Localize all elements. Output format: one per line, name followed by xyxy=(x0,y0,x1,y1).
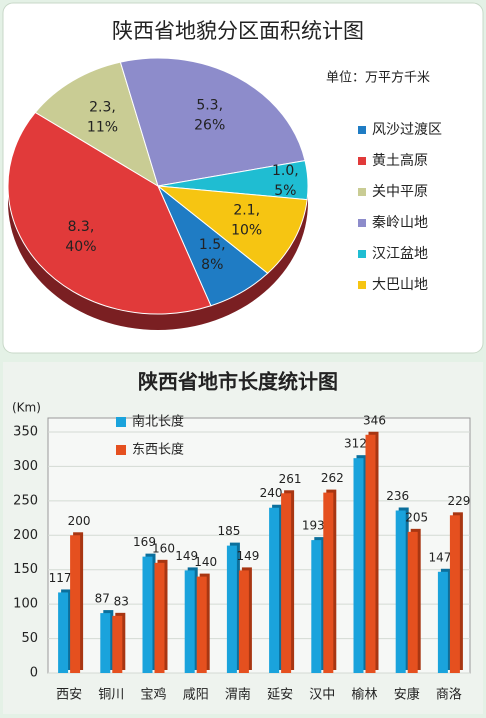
x-tick-label: 商洛 xyxy=(436,688,462,703)
bar-value-label: 87 xyxy=(95,592,110,606)
bar-value-label: 236 xyxy=(386,489,409,503)
bar-value-label: 149 xyxy=(175,549,198,563)
bar xyxy=(353,458,364,673)
pie-slice xyxy=(156,185,308,274)
bar xyxy=(437,571,448,673)
chart-title: 陕西省地貌分区面积统计图 xyxy=(112,19,364,43)
bar xyxy=(100,613,111,673)
x-tick-label: 渭南 xyxy=(225,687,251,703)
legend-swatch xyxy=(358,126,366,134)
x-tick-label: 榆林 xyxy=(351,688,377,703)
y-tick-label: 0 xyxy=(30,666,38,681)
legend-swatch xyxy=(358,219,366,227)
chart-title: 陕西省地市长度统计图 xyxy=(138,370,338,394)
bar xyxy=(269,507,280,673)
bar-value-label: 185 xyxy=(217,524,240,538)
bar xyxy=(395,510,406,673)
unit-label: 单位：万平方千米 xyxy=(326,70,430,86)
y-axis-label: (Km) xyxy=(12,401,41,415)
legend-swatch xyxy=(358,188,366,196)
y-tick-label: 150 xyxy=(13,562,38,577)
bar-value-label: 149 xyxy=(236,549,259,563)
bar xyxy=(323,492,334,673)
x-tick-label: 汉中 xyxy=(309,688,335,703)
legend-label: 关中平原 xyxy=(372,184,428,200)
legend-swatch xyxy=(358,281,366,289)
bar-value-label: 147 xyxy=(428,550,451,564)
bar-value-label: 205 xyxy=(405,510,428,524)
slice-percent-label: 5% xyxy=(274,183,296,199)
slice-percent-label: 8% xyxy=(201,257,223,273)
legend-swatch xyxy=(358,157,366,165)
slice-percent-label: 26% xyxy=(194,117,225,133)
y-tick-label: 50 xyxy=(21,631,38,646)
slice-percent-label: 11% xyxy=(87,120,118,136)
bar-value-label: 346 xyxy=(363,413,386,427)
y-tick-label: 250 xyxy=(13,493,38,508)
bar xyxy=(142,556,153,673)
pie-slice xyxy=(119,57,306,187)
bar xyxy=(238,570,249,673)
bar xyxy=(184,570,195,673)
legend-label: 汉江盆地 xyxy=(372,246,428,262)
bar xyxy=(449,515,460,673)
slice-percent-label: 10% xyxy=(231,223,262,239)
legend-label: 黄土高原 xyxy=(372,152,428,169)
slice-value-label: 5.3, xyxy=(196,97,223,113)
bar xyxy=(70,535,81,673)
legend-swatch xyxy=(358,250,366,258)
y-tick-label: 350 xyxy=(13,425,38,440)
legend-label: 大巴山地 xyxy=(372,277,428,293)
y-tick-label: 300 xyxy=(13,459,38,474)
bar xyxy=(112,615,123,673)
bar xyxy=(311,540,322,673)
bar xyxy=(58,592,69,673)
slice-percent-label: 40% xyxy=(65,239,96,255)
legend-label: 东西长度 xyxy=(132,442,184,458)
legend-label: 南北长度 xyxy=(132,414,184,430)
legend-swatch xyxy=(116,445,126,455)
bar-value-label: 229 xyxy=(447,494,470,508)
bar-value-label: 83 xyxy=(114,594,129,608)
bar-value-label: 262 xyxy=(321,471,344,485)
y-tick-label: 200 xyxy=(13,528,38,543)
bar xyxy=(365,434,376,673)
x-tick-label: 宝鸡 xyxy=(140,687,166,703)
pie-slice xyxy=(7,111,212,315)
slice-value-label: 1.5, xyxy=(199,237,226,253)
bar xyxy=(226,545,237,673)
bar xyxy=(154,562,165,673)
bar-value-label: 193 xyxy=(302,519,325,533)
legend-swatch xyxy=(116,417,126,427)
slice-value-label: 2.3, xyxy=(89,100,116,116)
y-tick-label: 100 xyxy=(13,597,38,612)
x-tick-label: 西安 xyxy=(56,688,82,703)
bar-value-label: 169 xyxy=(133,535,156,549)
slice-value-label: 1.0, xyxy=(272,163,299,179)
bar xyxy=(196,576,207,673)
bar-value-label: 200 xyxy=(68,514,91,528)
legend-label: 风沙过渡区 xyxy=(372,122,442,138)
x-tick-label: 安康 xyxy=(394,687,420,703)
bar xyxy=(407,531,418,673)
legend-label: 秦岭山地 xyxy=(372,215,428,231)
bar-value-label: 240 xyxy=(260,486,283,500)
x-tick-label: 延安 xyxy=(267,688,293,703)
bar-value-label: 140 xyxy=(194,555,217,569)
bar xyxy=(281,493,292,673)
bar-value-label: 312 xyxy=(344,437,367,451)
bar-value-label: 261 xyxy=(279,472,302,486)
slice-value-label: 8.3, xyxy=(68,219,95,235)
pie-slice xyxy=(34,61,159,188)
bar-value-label: 160 xyxy=(152,541,175,555)
slice-value-label: 2.1, xyxy=(233,203,260,219)
bar-value-label: 117 xyxy=(49,571,72,585)
x-tick-label: 铜川 xyxy=(98,688,124,703)
x-tick-label: 咸阳 xyxy=(183,688,209,703)
